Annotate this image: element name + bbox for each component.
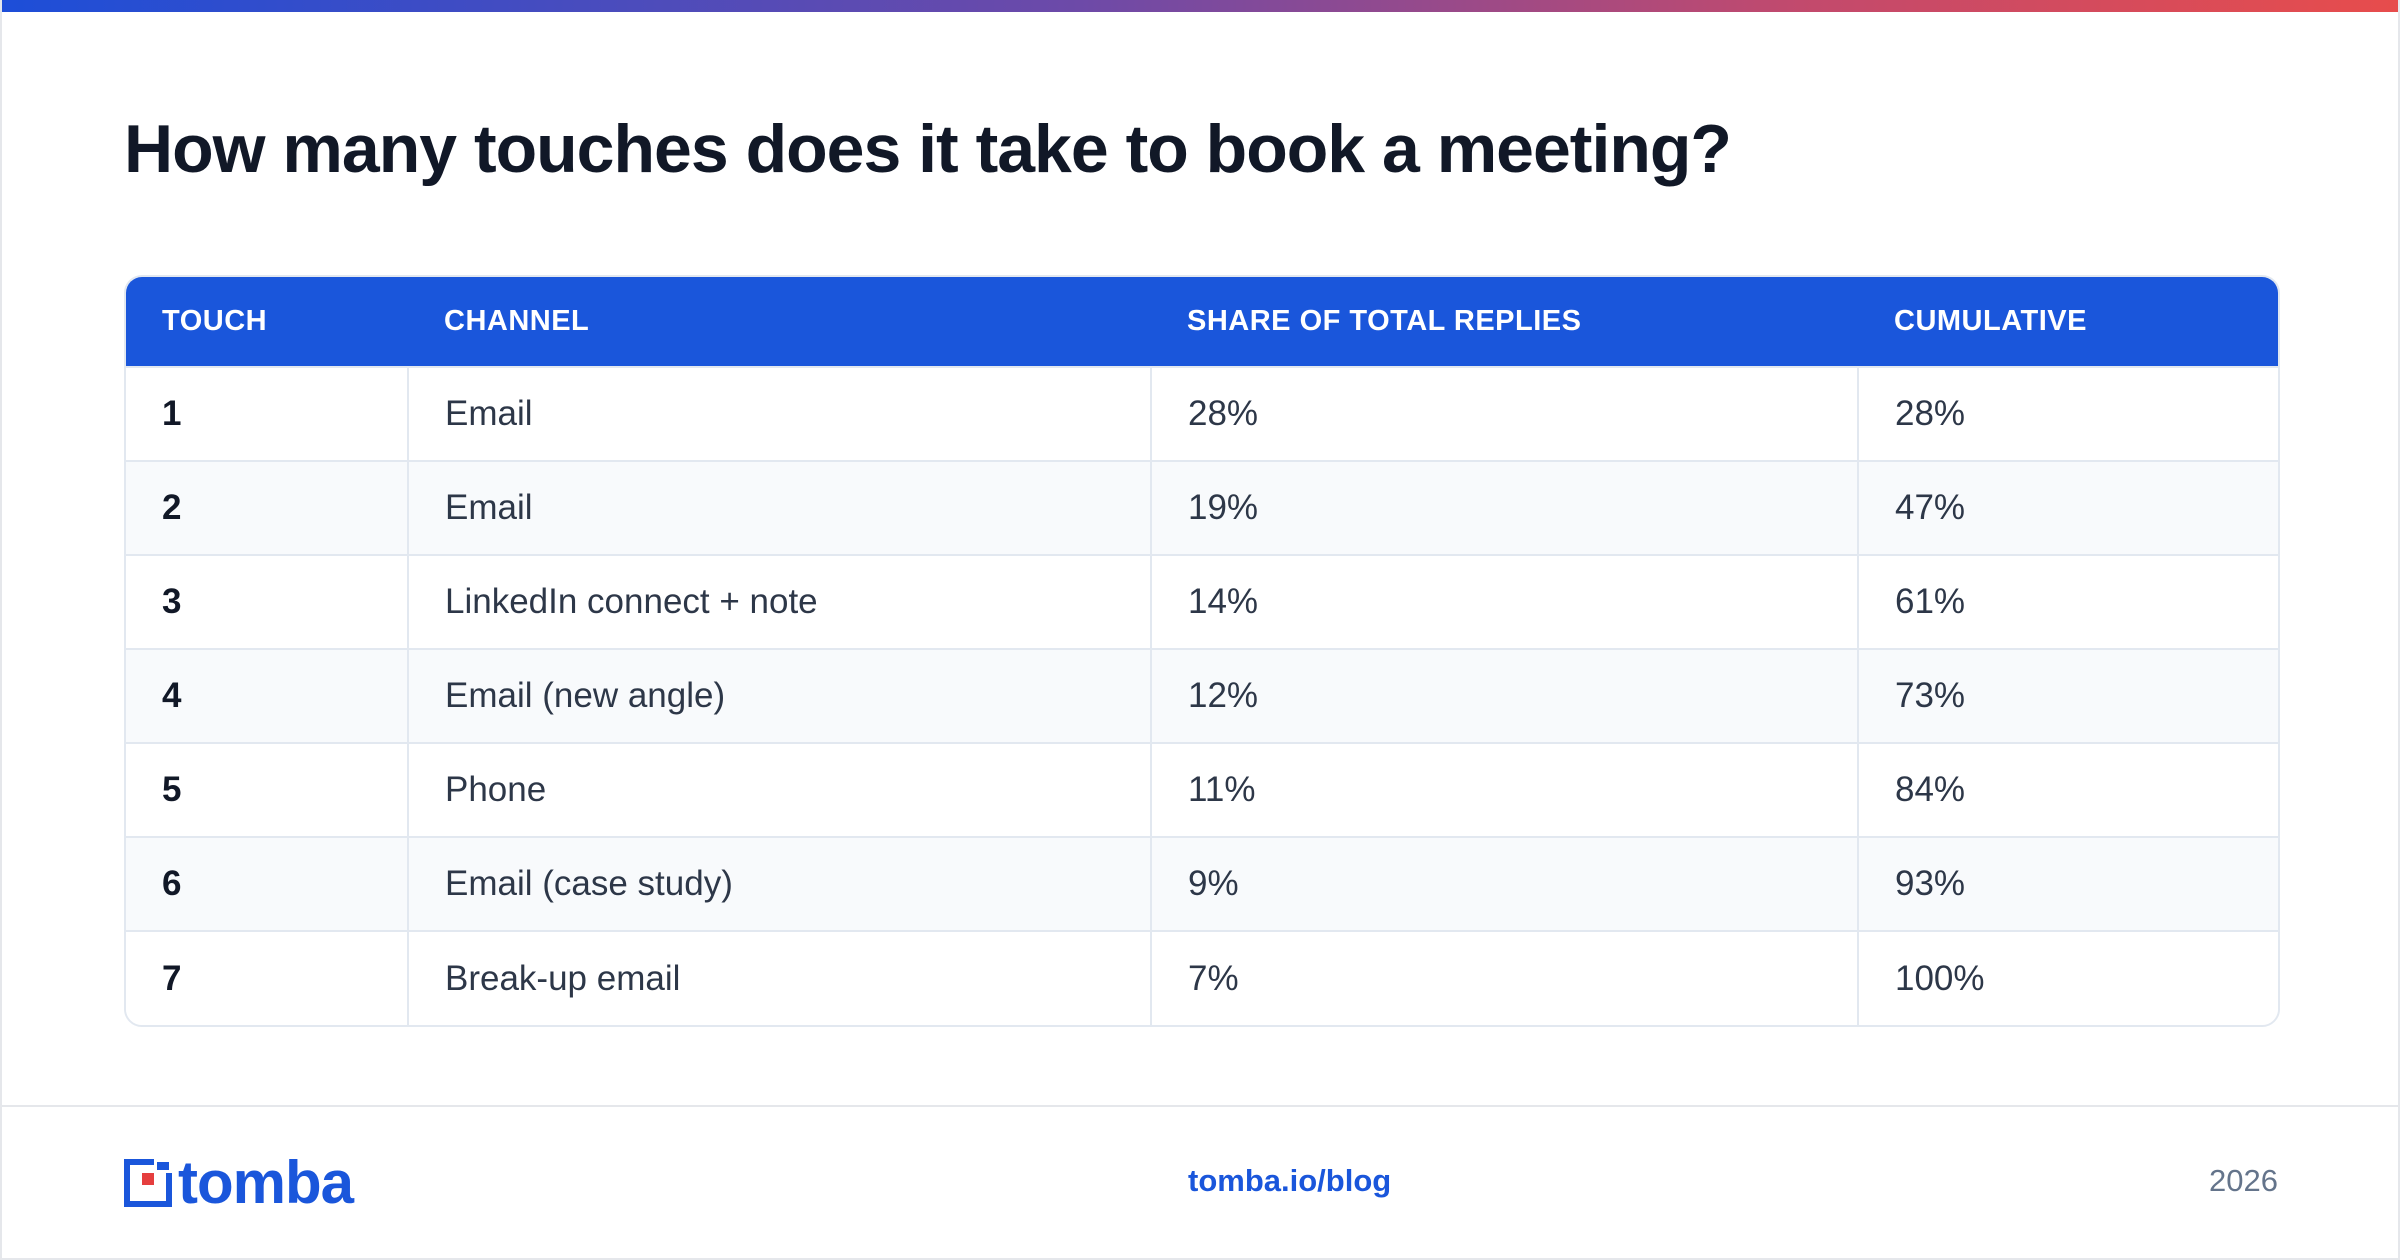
cell-touch: 2 bbox=[162, 488, 182, 527]
table-header-row: TOUCH CHANNEL SHARE OF TOTAL REPLIES CUM… bbox=[126, 277, 2278, 367]
cell-share: 14% bbox=[1150, 555, 1858, 649]
tomba-logo[interactable]: tomba bbox=[124, 1149, 354, 1216]
table-row: 2 Email 19% 47% bbox=[126, 461, 2278, 555]
cell-touch: 6 bbox=[162, 864, 182, 903]
table-row: 1 Email 28% 28% bbox=[126, 367, 2278, 461]
cell-channel: Email bbox=[407, 367, 1151, 461]
touches-table-container: TOUCH CHANNEL SHARE OF TOTAL REPLIES CUM… bbox=[124, 275, 2280, 1027]
blog-link[interactable]: tomba.io/blog bbox=[1188, 1163, 1392, 1198]
cell-cumulative: 47% bbox=[1857, 461, 2278, 555]
header-cumulative: CUMULATIVE bbox=[1894, 305, 2087, 337]
cell-touch: 1 bbox=[162, 394, 182, 433]
header-touch: TOUCH bbox=[162, 305, 268, 337]
tomba-logo-icon bbox=[124, 1159, 172, 1207]
cell-share: 11% bbox=[1150, 743, 1858, 837]
logo-wordmark: tomba bbox=[178, 1149, 354, 1216]
cell-cumulative: 84% bbox=[1857, 743, 2278, 837]
cell-touch: 3 bbox=[162, 582, 182, 621]
cell-share: 28% bbox=[1150, 367, 1858, 461]
cell-share: 9% bbox=[1150, 837, 1858, 931]
touches-table: TOUCH CHANNEL SHARE OF TOTAL REPLIES CUM… bbox=[126, 277, 2278, 1025]
cell-channel: Phone bbox=[407, 743, 1151, 837]
cell-share: 19% bbox=[1150, 461, 1858, 555]
page-title: How many touches does it take to book a … bbox=[124, 111, 1732, 187]
cell-channel: Email bbox=[407, 461, 1151, 555]
cell-channel: LinkedIn connect + note bbox=[407, 555, 1151, 649]
cell-touch: 7 bbox=[162, 958, 182, 998]
cell-cumulative: 100% bbox=[1857, 931, 2278, 1025]
cell-touch: 4 bbox=[162, 676, 182, 715]
table-row: 3 LinkedIn connect + note 14% 61% bbox=[126, 555, 2278, 649]
cell-channel: Email (new angle) bbox=[407, 649, 1151, 743]
table-body: 1 Email 28% 28% 2 Email 19% 47% 3 Linked… bbox=[126, 367, 2278, 1025]
cell-cumulative: 73% bbox=[1857, 649, 2278, 743]
cell-share: 7% bbox=[1150, 931, 1858, 1025]
header-share: SHARE OF TOTAL REPLIES bbox=[1187, 305, 1582, 337]
table-row: 4 Email (new angle) 12% 73% bbox=[126, 649, 2278, 743]
footer-divider bbox=[2, 1105, 2398, 1107]
table-row: 7 Break-up email 7% 100% bbox=[126, 931, 2278, 1025]
cell-share: 12% bbox=[1150, 649, 1858, 743]
cell-touch: 5 bbox=[162, 770, 182, 809]
table-row: 5 Phone 11% 84% bbox=[126, 743, 2278, 837]
cell-channel: Email (case study) bbox=[407, 837, 1151, 931]
table-row: 6 Email (case study) 9% 93% bbox=[126, 837, 2278, 931]
cell-cumulative: 93% bbox=[1857, 837, 2278, 931]
footer-year: 2026 bbox=[2209, 1163, 2278, 1198]
gradient-top-bar bbox=[2, 0, 2398, 12]
header-channel: CHANNEL bbox=[444, 305, 590, 337]
cell-cumulative: 28% bbox=[1857, 367, 2278, 461]
cell-cumulative: 61% bbox=[1857, 555, 2278, 649]
table-header: TOUCH CHANNEL SHARE OF TOTAL REPLIES CUM… bbox=[126, 277, 2278, 367]
cell-channel: Break-up email bbox=[407, 931, 1151, 1025]
